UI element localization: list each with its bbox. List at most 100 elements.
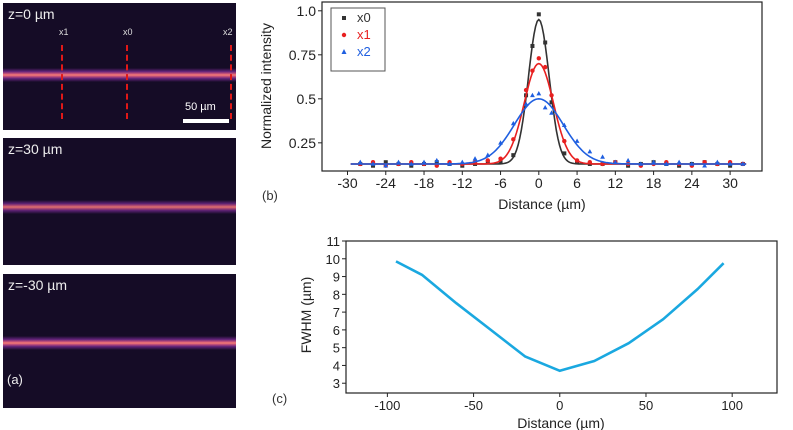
fwhm-line: [395, 260, 725, 373]
data-point-x2: [574, 138, 580, 143]
data-point-x0: [549, 100, 554, 105]
legend-marker: [341, 49, 347, 54]
marker-label-x2: x2: [223, 27, 233, 37]
image-title: z=0 µm: [8, 6, 55, 22]
plot-frame: [345, 240, 778, 394]
data-point-x2: [523, 101, 529, 106]
y-tick-label: 0.5: [297, 91, 317, 107]
data-point-x1: [485, 158, 490, 163]
data-point-x2: [357, 159, 363, 164]
data-point-x2: [714, 159, 720, 164]
x-axis-label: Distance (µm): [498, 196, 585, 212]
marker-line-x1: [61, 45, 63, 119]
data-point-x2: [472, 156, 478, 161]
data-point-x2: [542, 105, 548, 110]
y-tick-label: 9: [333, 270, 340, 285]
legend-label-x1: x1: [357, 27, 371, 42]
marker-label-x1: x1: [59, 27, 69, 37]
data-point-x2: [383, 163, 389, 168]
y-tick-label: 3: [333, 376, 340, 391]
data-point-x2: [408, 161, 414, 166]
data-point-x2: [651, 159, 656, 164]
image-title: z=-30 µm: [8, 277, 68, 293]
marker-line-x0: [126, 45, 128, 119]
data-point-x2: [396, 159, 401, 164]
x-axis-label: Distance (µm): [517, 415, 604, 430]
x-tick-label: 0: [556, 398, 563, 413]
data-point-x2: [600, 154, 605, 159]
data-point-x2: [459, 159, 465, 164]
data-point-x0: [498, 160, 503, 165]
x-tick-label: 30: [722, 175, 738, 191]
marker-label-x0: x0: [123, 27, 133, 37]
y-tick-label: 11: [327, 234, 341, 249]
data-point-x2: [689, 161, 695, 166]
data-point-x1: [530, 68, 535, 73]
y-axis-label: FWHM (µm): [298, 277, 314, 353]
data-point-x2: [612, 159, 618, 164]
fit-curve-x2: [350, 97, 747, 165]
marker-line-x2: [230, 45, 232, 119]
data-point-x2: [510, 120, 516, 126]
data-point-x2: [530, 92, 535, 98]
y-tick-label: 10: [326, 252, 340, 267]
data-point-x1: [523, 87, 529, 93]
x-tick-label: -24: [376, 175, 396, 191]
x-tick-label: -100: [374, 398, 400, 413]
data-point-x2: [727, 161, 733, 166]
data-point-x0: [511, 153, 516, 158]
image-z-30: z=-30 µm (a): [3, 274, 236, 408]
data-point-x2: [498, 140, 503, 145]
y-tick-label: 8: [333, 287, 340, 302]
data-point-x1: [536, 56, 542, 61]
data-point-x2: [447, 161, 452, 166]
y-tick-label: 4: [333, 358, 340, 373]
data-point-x1: [587, 159, 593, 165]
data-point-x0: [530, 44, 535, 49]
panel-label-b: (b): [262, 188, 278, 203]
legend-label-x2: x2: [357, 44, 371, 59]
data-point-x2: [536, 90, 542, 96]
scale-bar-label: 50 µm: [185, 101, 216, 113]
data-point-x2: [740, 161, 746, 166]
data-point-x1: [574, 158, 580, 163]
data-point-x2: [434, 157, 440, 163]
x-tick-label: -30: [337, 175, 357, 191]
legend-label-x0: x0: [357, 10, 371, 25]
x-tick-label: 0: [535, 175, 543, 191]
y-tick-label: 0.75: [289, 47, 316, 63]
beam: [3, 336, 236, 350]
data-point-x2: [663, 161, 669, 166]
panel-label-c: (c): [272, 391, 287, 406]
data-point-x0: [562, 151, 567, 156]
y-tick-label: 0.25: [289, 135, 316, 151]
data-point-x1: [511, 137, 516, 142]
beam: [3, 200, 236, 214]
y-tick-label: 7: [333, 305, 340, 320]
image-title: z=30 µm: [8, 141, 63, 157]
x-tick-label: -50: [464, 398, 483, 413]
legend-box: [330, 7, 386, 72]
x-tick-label: -18: [414, 175, 434, 191]
data-point-x2: [370, 161, 376, 166]
x-tick-label: 12: [608, 175, 624, 191]
data-point-x0: [536, 12, 541, 17]
y-tick-label: 5: [333, 341, 340, 356]
data-point-x0: [543, 40, 548, 45]
fit-curve-x0: [350, 18, 747, 165]
image-z30: z=30 µm: [3, 138, 236, 265]
data-point-x2: [549, 110, 554, 115]
data-point-x2: [676, 159, 682, 164]
fit-curve-x1: [350, 62, 747, 165]
data-point-x2: [702, 163, 708, 168]
legend-marker: [341, 32, 347, 38]
data-point-x2: [421, 159, 427, 164]
data-point-x1: [562, 138, 567, 144]
x-tick-label: -6: [494, 175, 507, 191]
x-tick-label: 100: [721, 398, 743, 413]
data-point-x2: [561, 122, 567, 128]
data-point-x2: [638, 161, 644, 166]
data-point-x0: [383, 160, 388, 165]
data-point-x1: [542, 64, 548, 70]
data-point-x1: [549, 93, 554, 98]
